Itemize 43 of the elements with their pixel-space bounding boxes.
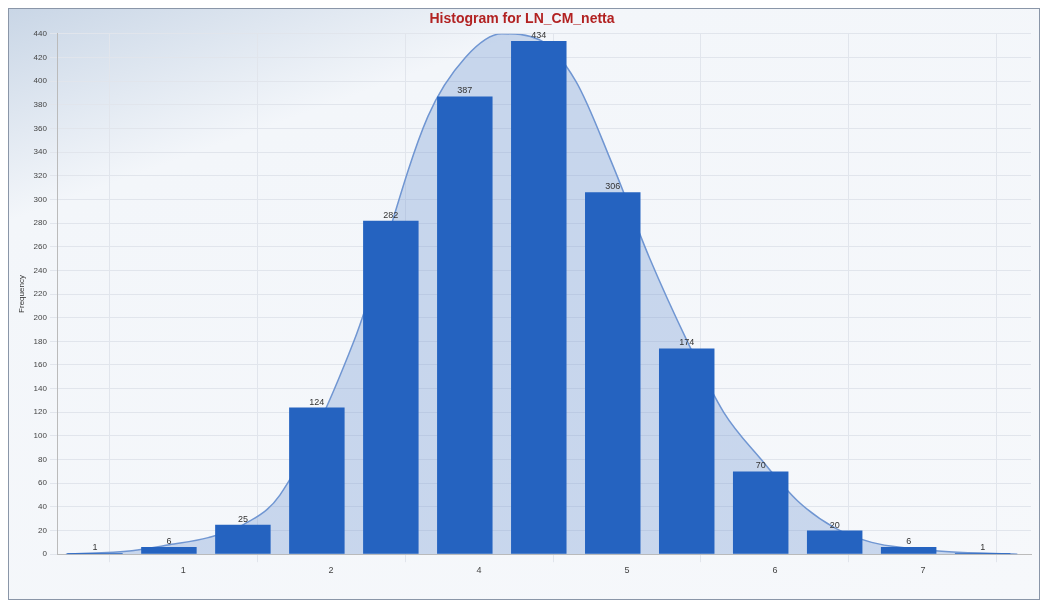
y-tick-label: 320: [33, 170, 48, 180]
y-tick-label: 140: [33, 383, 48, 393]
chart-title: Histogram for LN_CM_netta: [429, 10, 615, 27]
data-label: 1: [980, 542, 986, 552]
data-label: 20: [829, 519, 840, 530]
data-label: 25: [237, 513, 248, 524]
y-tick-label: 160: [33, 360, 48, 370]
data-label: 6: [166, 536, 172, 547]
data-label: 387: [457, 85, 473, 96]
data-label: 124: [309, 396, 325, 407]
y-axis-title: Frequency: [17, 275, 26, 313]
x-tick-label: 1: [180, 565, 186, 576]
y-tick-label: 260: [33, 241, 48, 251]
y-tick-label: 120: [33, 407, 48, 417]
y-tick-label: 300: [33, 194, 48, 204]
y-tick-label: 360: [33, 123, 48, 133]
data-label: 1: [92, 542, 98, 552]
y-tick-label: 280: [33, 218, 48, 228]
data-label: 6: [906, 536, 912, 547]
y-tick-label: 400: [33, 76, 48, 86]
x-tick-label: 7: [920, 565, 926, 576]
y-tick-label: 240: [33, 265, 48, 275]
y-tick-label: 40: [38, 502, 48, 512]
y-tick-label: 100: [33, 431, 48, 441]
x-tick-label: 4: [476, 565, 482, 576]
data-label: 174: [679, 337, 695, 348]
y-tick-label: 420: [33, 52, 48, 62]
y-tick-label: 80: [38, 454, 48, 464]
y-tick-label: 60: [38, 478, 48, 488]
y-tick-label: 380: [33, 99, 48, 109]
x-tick-label: 2: [328, 565, 334, 576]
y-tick-label: 440: [33, 29, 48, 38]
x-tick-label: 6: [772, 565, 778, 576]
y-tick-label: 200: [33, 312, 48, 322]
y-tick-label: 220: [33, 289, 48, 299]
data-label: 70: [755, 460, 766, 471]
x-tick-label: 5: [624, 565, 630, 576]
y-tick-label: 20: [38, 525, 48, 535]
y-tick-label: 0: [42, 549, 48, 559]
data-label: 434: [531, 29, 547, 40]
data-label: 306: [605, 181, 621, 192]
y-tick-label: 180: [33, 336, 48, 346]
y-tick-label: 340: [33, 147, 48, 157]
